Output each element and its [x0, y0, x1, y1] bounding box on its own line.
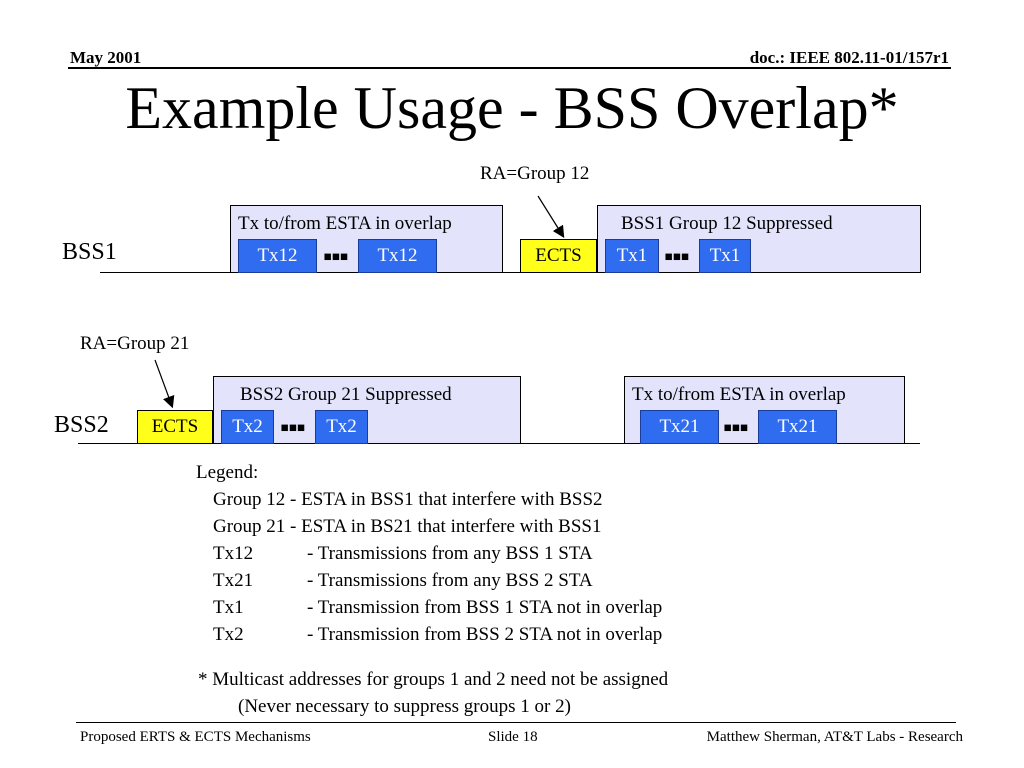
bss2-ects-block: ECTS — [137, 410, 213, 444]
legend-item-tx2: Tx2 - Transmission from BSS 2 STA not in … — [196, 621, 662, 648]
legend-item-tx1: Tx1 - Transmission from BSS 1 STA not in … — [196, 594, 662, 621]
tx1-block-1: Tx1 — [605, 239, 659, 273]
legend-group21: Group 21 - ESTA in BS21 that interfere w… — [213, 516, 602, 537]
legend-desc: - Transmission from BSS 1 STA not in ove… — [307, 597, 663, 618]
header-doc-id: doc.: IEEE 802.11-01/157r1 — [749, 48, 949, 67]
tx21-block-2: Tx21 — [758, 410, 837, 444]
ellipsis-icon: ▪▪▪ — [723, 413, 749, 442]
bss1-ects-block: ECTS — [520, 239, 597, 273]
legend-group12: Group 12 - ESTA in BSS1 that interfere w… — [213, 489, 603, 510]
legend-key: Tx1 — [213, 597, 244, 618]
legend-desc: - Transmission from BSS 2 STA not in ove… — [307, 624, 663, 645]
tx2-block-2: Tx2 — [315, 410, 368, 444]
bss1-timeline — [100, 272, 920, 273]
tx12-block-1: Tx12 — [238, 239, 317, 273]
bss2-suppressed-frame-label: BSS2 Group 21 Suppressed — [240, 384, 452, 405]
legend-key: Tx21 — [213, 570, 254, 591]
legend-heading: Legend: — [196, 462, 259, 483]
ra-group21-label: RA=Group 21 — [80, 333, 190, 354]
footnote-line-2: (Never necessary to suppress groups 1 or… — [238, 696, 571, 717]
footer-slide-number: Slide 18 — [488, 729, 538, 745]
bss2-label: BSS2 — [54, 412, 109, 438]
ra-group21-arrow — [154, 359, 175, 409]
ellipsis-icon: ▪▪▪ — [664, 242, 690, 271]
bss1-overlap-frame-label: Tx to/from ESTA in overlap — [238, 213, 452, 234]
legend-desc: - Transmissions from any BSS 1 STA — [307, 543, 593, 564]
ra-group12-label: RA=Group 12 — [480, 163, 590, 184]
footer-left: Proposed ERTS & ECTS Mechanisms — [80, 729, 311, 745]
footnote: * Multicast addresses for groups 1 and 2… — [198, 666, 668, 720]
footnote-line-1: * Multicast addresses for groups 1 and 2… — [198, 669, 669, 690]
tx1-block-2: Tx1 — [699, 239, 751, 273]
bss1-label: BSS1 — [62, 239, 117, 265]
tx2-block-1: Tx2 — [221, 410, 274, 444]
legend: Legend: Group 12 - ESTA in BSS1 that int… — [196, 459, 662, 648]
ellipsis-icon: ▪▪▪ — [323, 242, 349, 271]
bss1-suppressed-frame-label: BSS1 Group 12 Suppressed — [621, 213, 833, 234]
slide-title: Example Usage - BSS Overlap* — [125, 75, 899, 141]
legend-desc: - Transmissions from any BSS 2 STA — [307, 570, 593, 591]
footer-rule — [76, 722, 956, 723]
tx12-block-2: Tx12 — [358, 239, 437, 273]
ra-group12-arrow — [537, 195, 565, 239]
header-date: May 2001 — [70, 48, 142, 67]
bss2-overlap-frame-label: Tx to/from ESTA in overlap — [632, 384, 846, 405]
footer-author: Matthew Sherman, AT&T Labs - Research — [706, 729, 963, 745]
legend-item-tx21: Tx21 - Transmissions from any BSS 2 STA — [196, 567, 662, 594]
legend-item-tx12: Tx12 - Transmissions from any BSS 1 STA — [196, 540, 662, 567]
legend-key: Tx12 — [213, 543, 254, 564]
ellipsis-icon: ▪▪▪ — [280, 413, 306, 442]
legend-key: Tx2 — [213, 624, 244, 645]
header-rule — [68, 67, 951, 69]
tx21-block-1: Tx21 — [640, 410, 719, 444]
